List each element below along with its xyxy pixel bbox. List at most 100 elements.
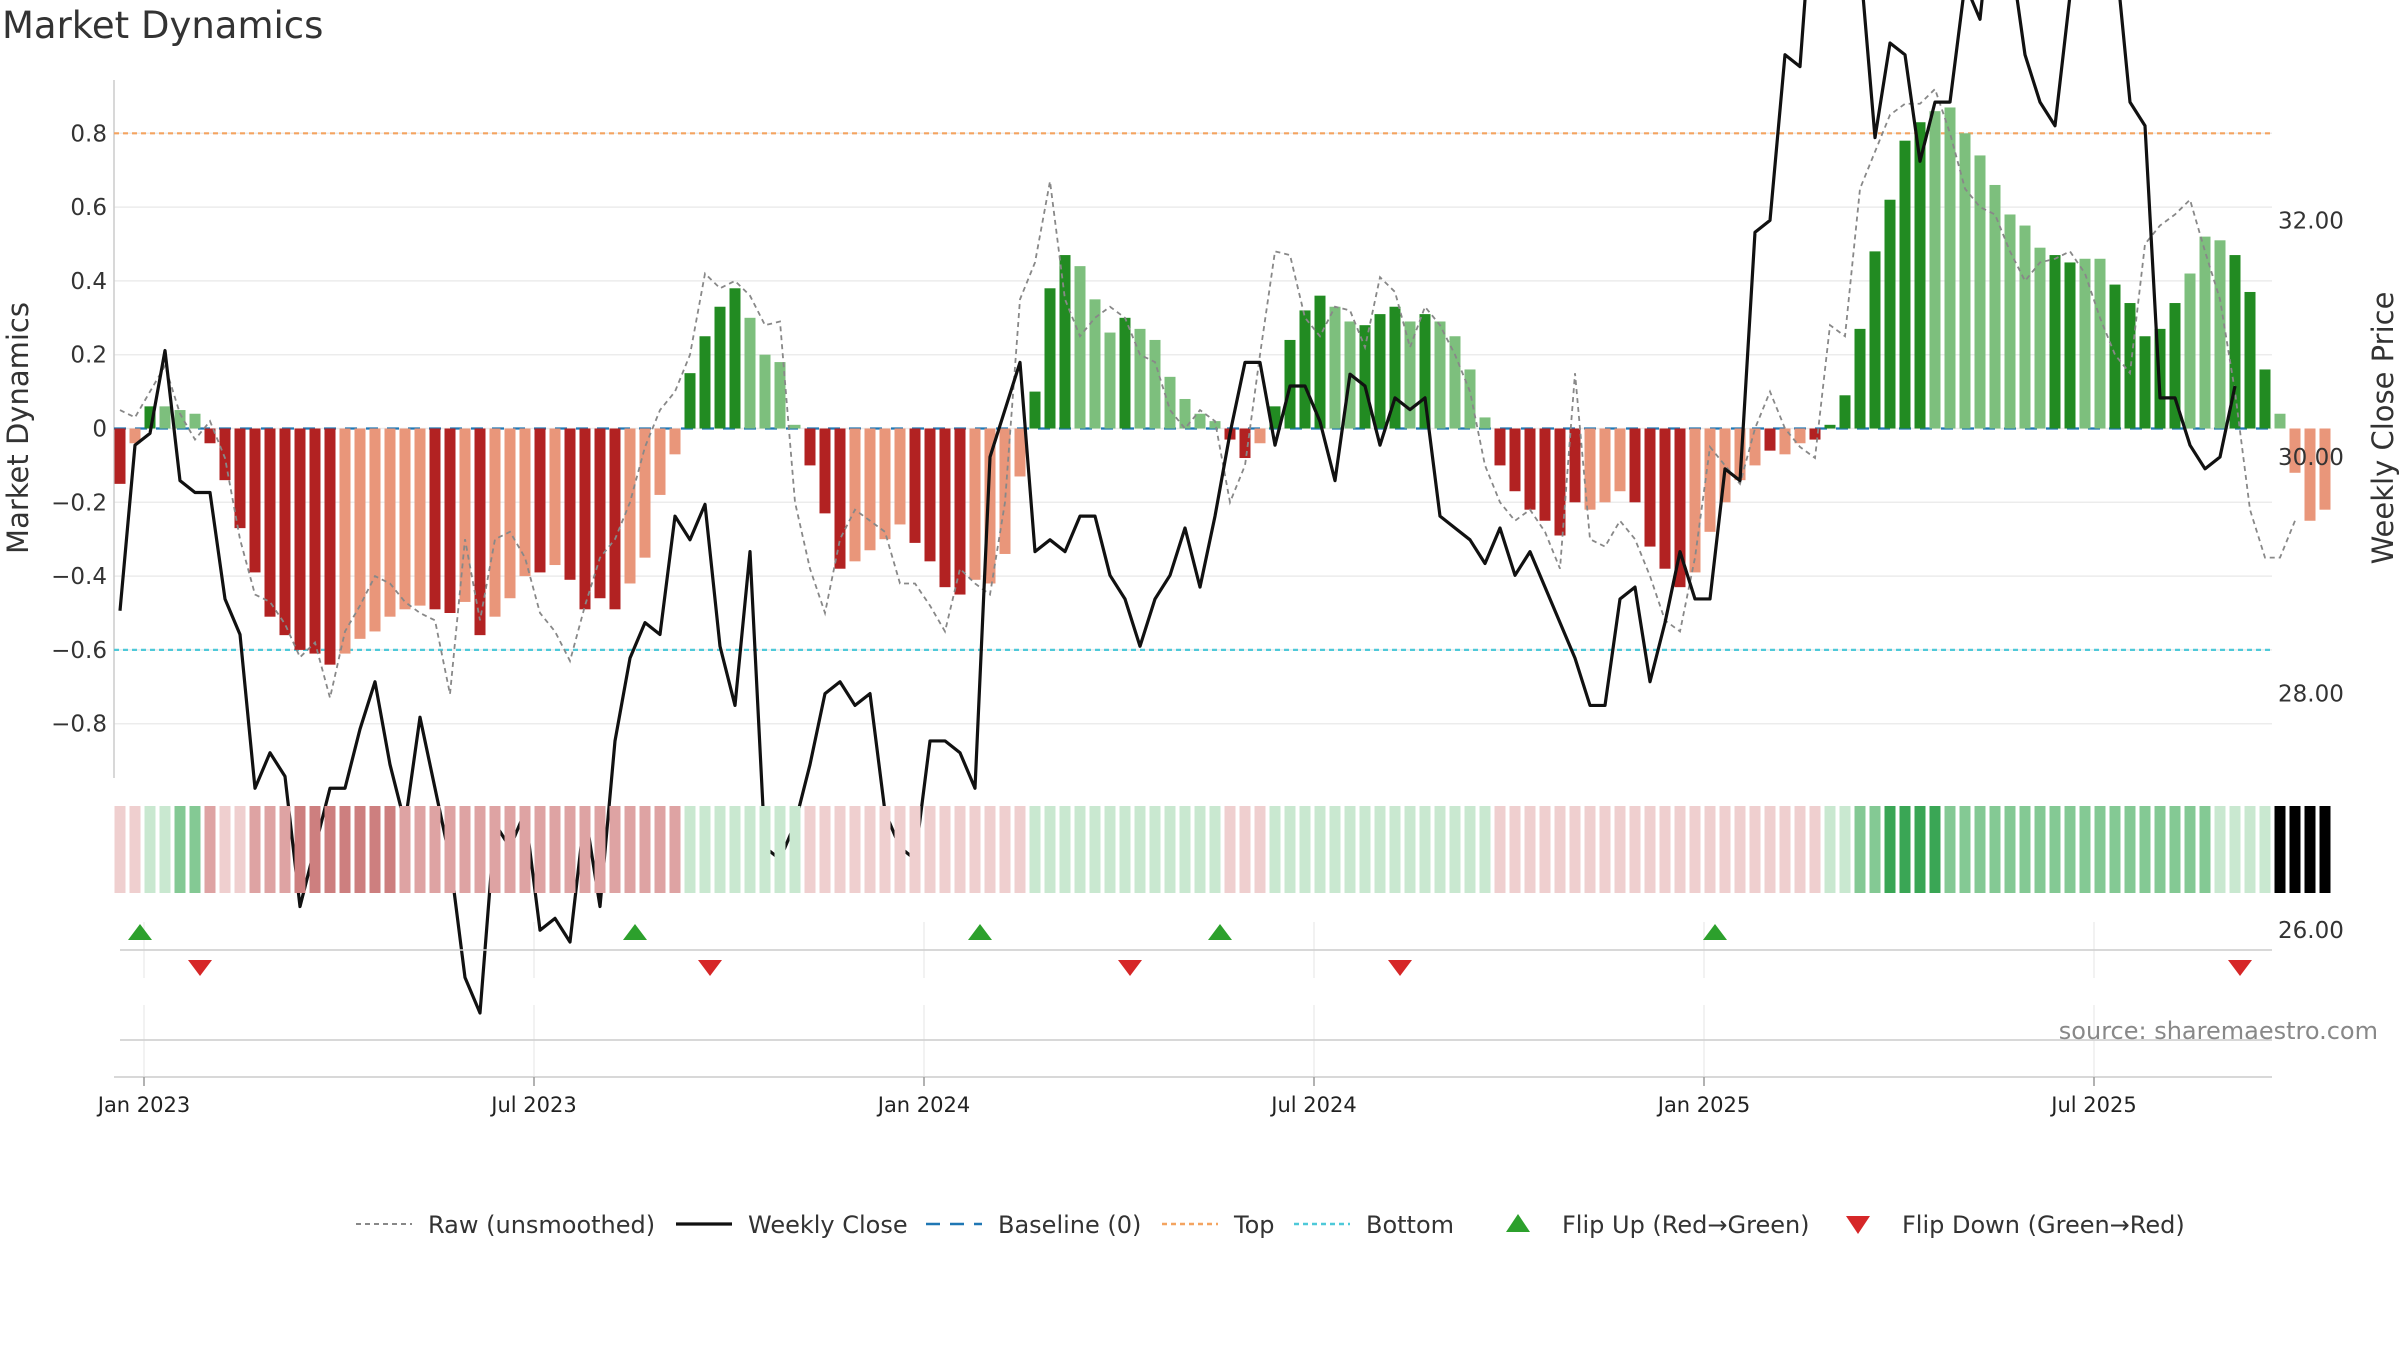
x-tick-label: Jan 2025 <box>1656 1093 1751 1117</box>
dynamics-bar <box>2199 236 2211 429</box>
dynamics-bar <box>459 428 471 602</box>
regime-cell <box>819 806 831 893</box>
flip-up-marker <box>623 924 647 940</box>
regime-cell <box>1749 806 1761 893</box>
regime-cell <box>489 806 501 893</box>
regime-cell <box>1149 806 1161 893</box>
regime-cell <box>1074 806 1086 893</box>
legend-item: Bottom <box>1294 1211 1454 1239</box>
dynamics-bar <box>1509 428 1521 492</box>
regime-cell <box>1704 806 1716 893</box>
left-tick-label: −0.6 <box>51 638 107 664</box>
regime-cell <box>954 806 966 893</box>
regime-cell <box>1239 806 1251 893</box>
right-y-axis-label: Weekly Close Price <box>2366 292 2400 565</box>
regime-cell <box>1089 806 1101 893</box>
regime-cell <box>2169 806 2181 893</box>
dynamics-bar <box>1569 428 1581 503</box>
regime-cell <box>1134 806 1146 893</box>
dynamics-bar <box>999 428 1011 554</box>
regime-cell <box>144 806 156 893</box>
dynamics-bar <box>879 428 891 540</box>
regime-cell <box>744 806 756 893</box>
regime-cell <box>1044 806 1056 893</box>
threshold-lines <box>114 132 2272 652</box>
regime-cell <box>684 806 696 893</box>
regime-cell <box>2184 806 2196 893</box>
regime-cell <box>1314 806 1326 893</box>
regime-cell <box>2004 806 2016 893</box>
regime-cell <box>609 806 621 893</box>
dynamics-bar <box>399 428 411 610</box>
regime-cell <box>2244 806 2256 893</box>
regime-cell <box>459 806 471 893</box>
regime-cell <box>294 806 306 893</box>
regime-cell <box>969 806 981 893</box>
regime-cell <box>399 806 411 893</box>
weekly-close-series <box>118 0 2237 1015</box>
dynamics-bar <box>699 336 711 429</box>
dynamics-bar <box>2289 428 2301 473</box>
legend-swatch <box>1846 1216 1870 1234</box>
dynamics-bar <box>834 428 846 569</box>
legend-label: Raw (unsmoothed) <box>428 1211 655 1239</box>
regime-cell <box>1404 806 1416 893</box>
dynamics-bar <box>609 428 621 610</box>
regime-cell <box>204 806 216 893</box>
dynamics-bar <box>594 428 606 599</box>
dynamics-bar <box>1284 339 1296 429</box>
dynamics-bar <box>1644 428 1656 547</box>
regime-cell <box>339 806 351 893</box>
regime-cell <box>309 806 321 893</box>
flip-up-marker <box>1703 924 1727 940</box>
regime-cell <box>699 806 711 893</box>
regime-cell <box>564 806 576 893</box>
dynamics-bar <box>1929 111 1941 429</box>
regime-cell <box>1014 806 1026 893</box>
left-y-axis-label: Market Dynamics <box>1 302 35 554</box>
dynamics-bar <box>324 428 336 665</box>
dynamics-bar <box>249 428 261 573</box>
dynamics-bar <box>1914 122 1926 429</box>
regime-cell <box>1179 806 1191 893</box>
regime-cell <box>1434 806 1446 893</box>
dynamics-bar <box>144 406 156 429</box>
dynamics-bar <box>1134 328 1146 429</box>
dynamics-bar <box>1314 295 1326 429</box>
regime-cell <box>1344 806 1356 893</box>
regime-cell <box>324 806 336 893</box>
dynamics-bar <box>1494 428 1506 466</box>
dynamics-bar <box>2004 214 2016 429</box>
legend-label: Flip Up (Red→Green) <box>1562 1211 1810 1239</box>
regime-cell <box>1449 806 1461 893</box>
left-tick-label: 0.6 <box>70 195 107 221</box>
regime-cell <box>789 806 801 893</box>
regime-cell <box>1224 806 1236 893</box>
regime-cell <box>594 806 606 893</box>
dynamics-bar <box>549 428 561 566</box>
flip-down-marker <box>1118 960 1142 976</box>
dynamics-bar <box>1599 428 1611 503</box>
regime-cell <box>1029 806 1041 893</box>
dynamics-bar <box>2034 247 2046 429</box>
flip-down-marker <box>1388 960 1412 976</box>
dynamics-bar <box>969 428 981 580</box>
legend-item: Flip Down (Green→Red) <box>1846 1211 2185 1239</box>
dynamics-bar <box>309 428 321 654</box>
left-tick-label: −0.4 <box>51 564 107 590</box>
dynamics-bar <box>1014 428 1026 477</box>
right-tick-label: 30.00 <box>2278 445 2344 471</box>
regime-cell <box>1884 806 1896 893</box>
regime-cell <box>1299 806 1311 893</box>
regime-cell <box>2079 806 2091 893</box>
raw-dynamics-series <box>119 87 2296 699</box>
flip-up-marker <box>968 924 992 940</box>
regime-cell <box>1524 806 1536 893</box>
dynamics-bar <box>1839 395 1851 429</box>
regime-cell <box>1944 806 1956 893</box>
regime-cell <box>264 806 276 893</box>
regime-cell <box>354 806 366 893</box>
x-tick-label: Jan 2024 <box>876 1093 971 1117</box>
legend-item: Flip Up (Red→Green) <box>1506 1211 1810 1239</box>
